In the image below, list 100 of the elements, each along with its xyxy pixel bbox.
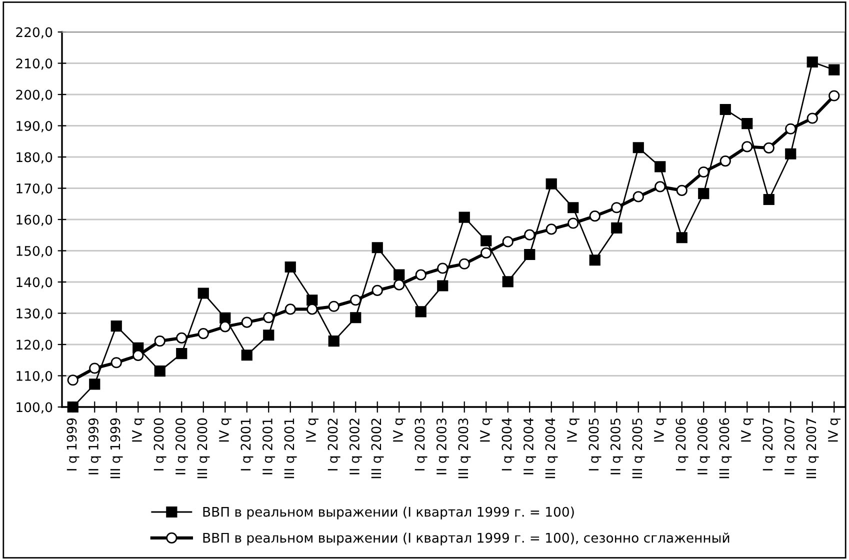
point bbox=[763, 194, 774, 206]
x-tick-label: II q 2003 bbox=[436, 418, 450, 474]
x-tick-label: I q 2007 bbox=[762, 418, 776, 470]
x-tick-label: III q 1999 bbox=[110, 418, 123, 478]
point bbox=[480, 235, 492, 246]
point bbox=[350, 312, 362, 324]
point bbox=[654, 181, 666, 192]
point bbox=[720, 104, 731, 116]
point bbox=[546, 178, 557, 190]
x-tick-label: II q 1999 bbox=[88, 418, 102, 474]
legend-label: ВВП в реальном выражении (I квартал 1999 г. = 100) bbox=[203, 506, 574, 520]
point bbox=[568, 202, 579, 214]
point bbox=[611, 222, 622, 234]
point bbox=[437, 280, 448, 292]
x-tick-label: IV q bbox=[480, 418, 493, 442]
y-tick-label: 210,0 bbox=[16, 58, 52, 70]
x-tick-label: III q 2002 bbox=[371, 418, 384, 478]
point bbox=[785, 123, 796, 134]
x-tick-label: II q 2001 bbox=[262, 418, 276, 474]
x-tick-label: IV q bbox=[219, 418, 232, 442]
point bbox=[415, 269, 426, 280]
x-tick-label: II q 2000 bbox=[175, 418, 188, 474]
point bbox=[220, 321, 231, 332]
y-tick-label: 150,0 bbox=[16, 246, 52, 258]
point bbox=[458, 258, 470, 270]
point bbox=[198, 288, 209, 299]
point bbox=[415, 306, 426, 318]
x-tick-label: III q 2001 bbox=[284, 418, 297, 478]
point bbox=[306, 304, 318, 315]
point bbox=[284, 261, 296, 273]
x-tick-label: IV q bbox=[306, 418, 319, 442]
y-tick-label: 220,0 bbox=[16, 27, 52, 39]
point bbox=[654, 161, 666, 172]
point bbox=[284, 304, 296, 315]
point bbox=[394, 269, 405, 280]
y-tick-label: 110,0 bbox=[16, 370, 52, 382]
x-tick-label: I q 2005 bbox=[588, 418, 602, 470]
point bbox=[110, 320, 122, 332]
point bbox=[698, 188, 710, 200]
point bbox=[676, 232, 688, 244]
point bbox=[394, 279, 405, 290]
point bbox=[263, 312, 274, 324]
point bbox=[350, 294, 362, 306]
point bbox=[785, 148, 796, 160]
point bbox=[611, 202, 622, 214]
x-tick-label: III q 2005 bbox=[632, 418, 645, 478]
x-tick-label: I q 2001 bbox=[240, 418, 254, 470]
point bbox=[589, 254, 600, 266]
point bbox=[328, 336, 340, 347]
point bbox=[546, 224, 557, 235]
y-tick-label: 170,0 bbox=[16, 183, 52, 195]
x-tick-label: IV q bbox=[393, 418, 406, 442]
x-tick-label: II q 2006 bbox=[697, 418, 710, 474]
x-tick-label: II q 2005 bbox=[610, 418, 624, 474]
point bbox=[67, 374, 78, 386]
legend-label: ВВП в реальном выражении (I квартал 1999 г. = 100), сезонно сглаженный bbox=[203, 532, 730, 546]
point bbox=[110, 357, 122, 368]
point bbox=[589, 210, 600, 222]
point bbox=[632, 142, 644, 154]
point bbox=[480, 247, 492, 258]
y-tick-label: 160,0 bbox=[16, 214, 52, 226]
y-tick-label: 100,0 bbox=[16, 402, 52, 414]
x-tick-label: I q 1999 bbox=[66, 418, 80, 470]
y-tick-label: 200,0 bbox=[16, 90, 52, 102]
point bbox=[306, 294, 318, 306]
y-tick-label: 120,0 bbox=[16, 340, 52, 352]
point bbox=[176, 348, 188, 360]
x-tick-label: III q 2000 bbox=[197, 418, 210, 478]
point bbox=[632, 191, 644, 202]
point bbox=[241, 316, 252, 328]
point bbox=[676, 184, 688, 196]
point bbox=[437, 262, 448, 274]
point bbox=[328, 300, 340, 312]
point bbox=[198, 328, 209, 340]
point bbox=[372, 242, 383, 254]
x-tick-label: I q 2004 bbox=[502, 418, 514, 470]
x-tick-label: IV q bbox=[654, 418, 667, 442]
x-tick-label: III q 2003 bbox=[458, 418, 471, 478]
y-tick-label: 130,0 bbox=[16, 308, 52, 320]
point bbox=[828, 90, 840, 102]
x-tick-label: II q 2002 bbox=[349, 418, 362, 474]
point bbox=[698, 166, 710, 178]
point bbox=[720, 156, 731, 167]
point bbox=[806, 56, 818, 68]
x-tick-label: III q 2007 bbox=[806, 418, 819, 478]
point bbox=[524, 229, 536, 240]
point bbox=[89, 378, 100, 390]
x-tick-label: IV q bbox=[741, 418, 754, 442]
point bbox=[154, 366, 166, 377]
point bbox=[742, 141, 753, 152]
point bbox=[828, 64, 840, 76]
x-tick-label: IV q bbox=[828, 418, 841, 442]
x-tick-label: I q 2003 bbox=[414, 418, 428, 470]
point bbox=[742, 118, 753, 130]
x-tick-label: II q 2004 bbox=[523, 418, 536, 474]
point bbox=[154, 336, 166, 347]
x-tick-label: I q 2002 bbox=[328, 418, 340, 470]
y-tick-label: 190,0 bbox=[16, 120, 52, 132]
point bbox=[67, 401, 78, 413]
point bbox=[132, 350, 144, 361]
